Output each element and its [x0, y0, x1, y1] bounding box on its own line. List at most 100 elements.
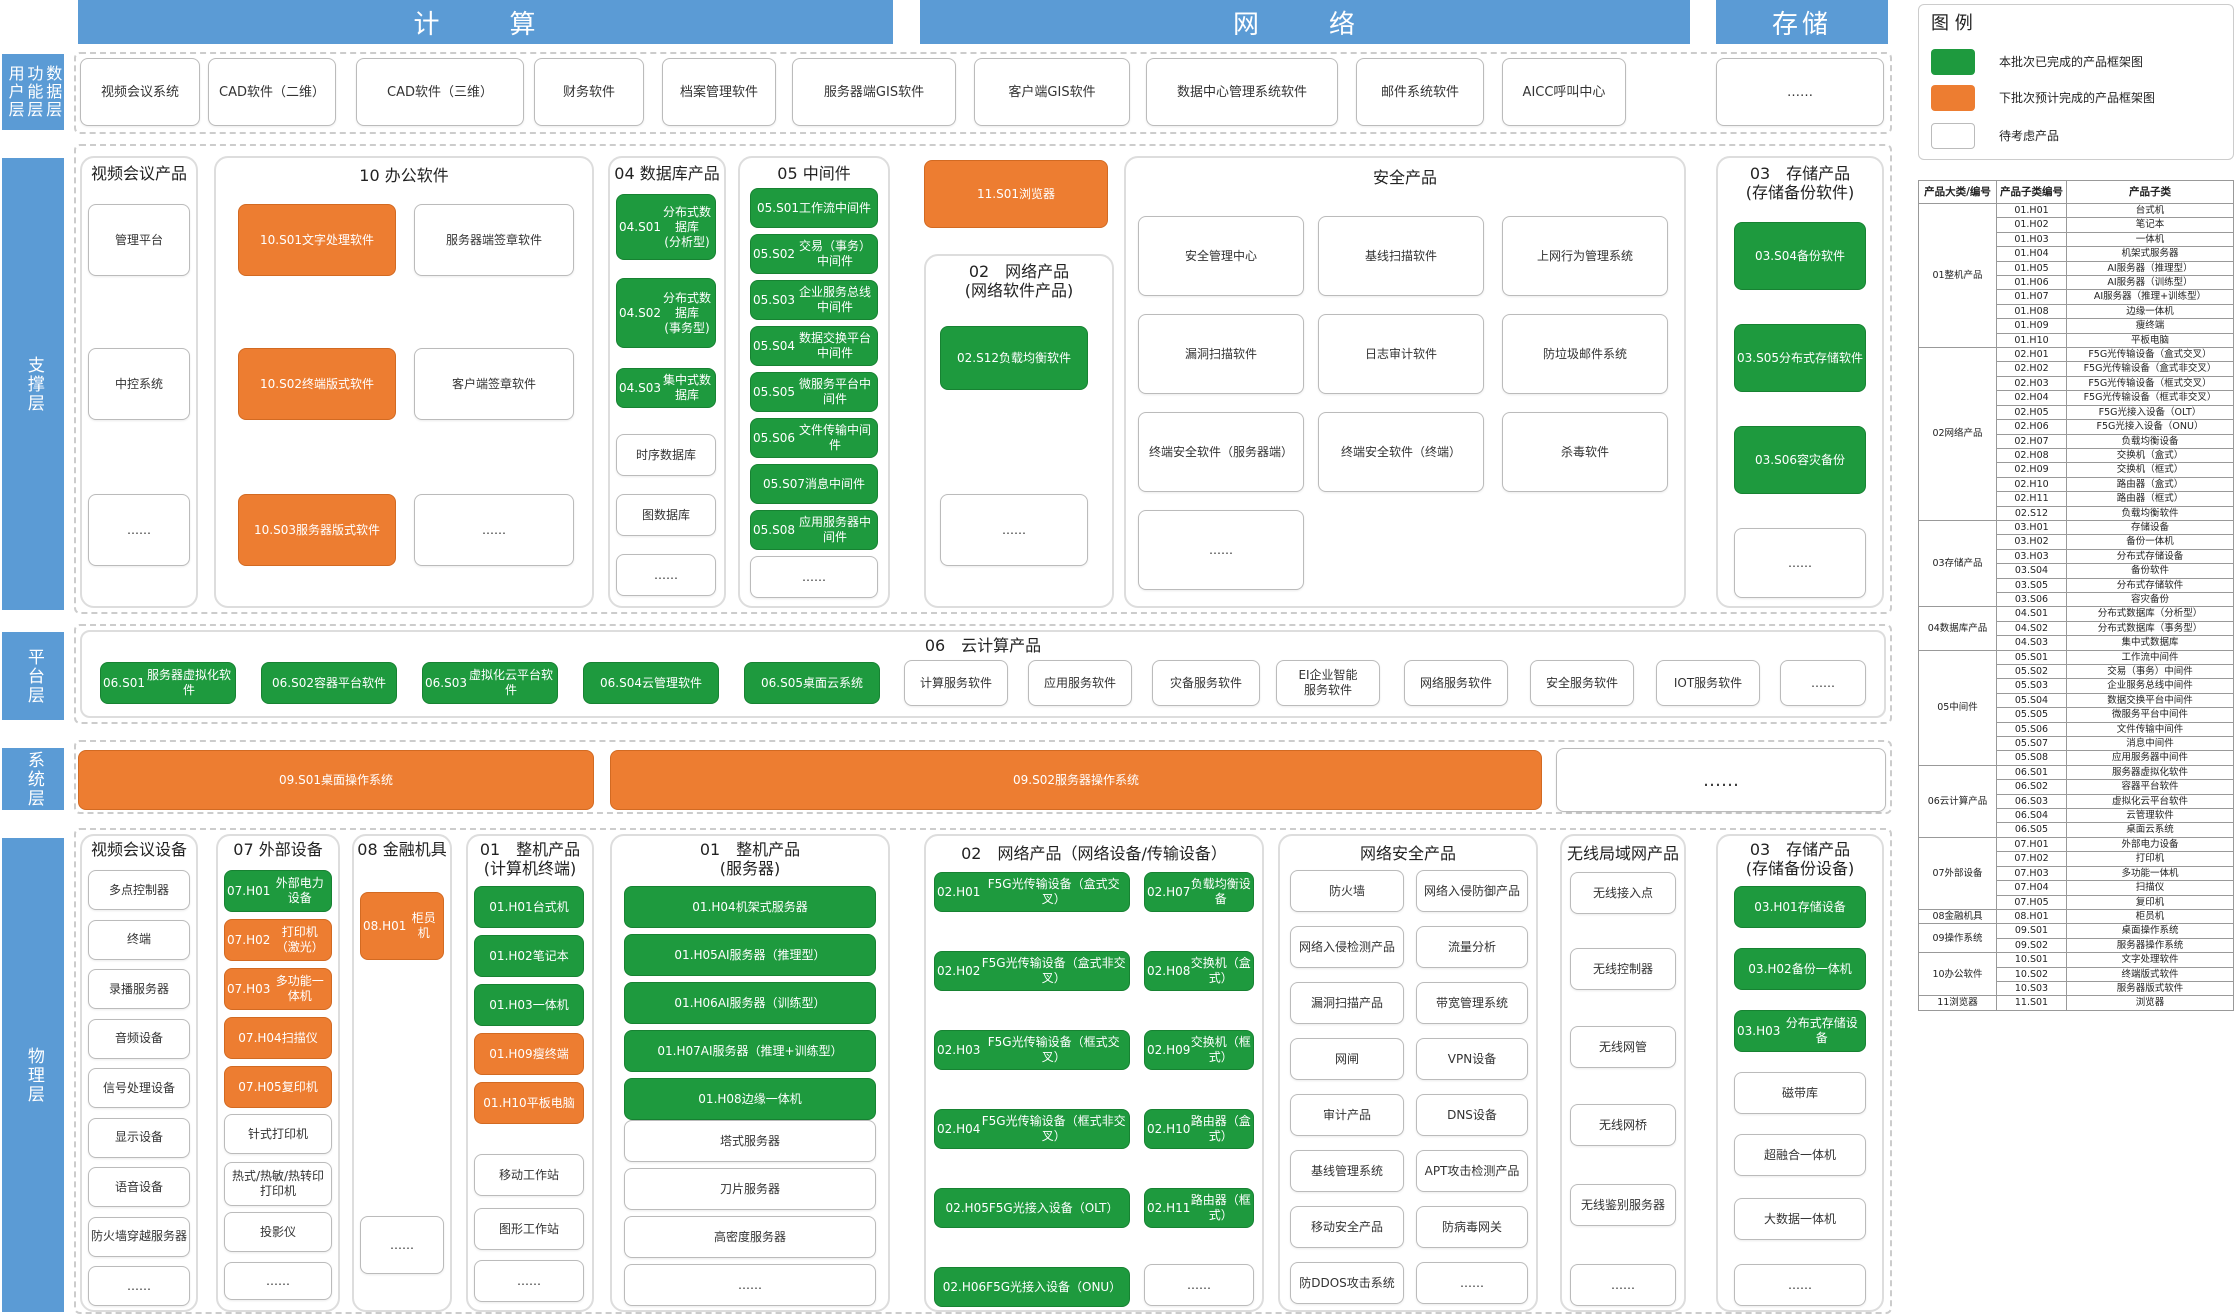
security-product: 安全管理中心: [1138, 216, 1304, 296]
security-product: 杀毒软件: [1502, 412, 1668, 492]
office-candidate: 服务器端签章软件: [414, 204, 574, 276]
group-title: 03 存储产品 (存储备份设备): [1745, 840, 1855, 878]
product-name: 台式机: [532, 899, 569, 914]
table-name-cell: 存储设备: [2066, 519, 2234, 536]
product-name: 负载均衡软件: [998, 350, 1071, 365]
table-row: 01.H03 一体机: [1919, 231, 2234, 248]
storage-sw-product: 03.S05 分布式存储软件: [1734, 324, 1866, 392]
cloud-candidate: 灾备服务软件: [1152, 660, 1260, 706]
pc-candidate: 移动工作站: [474, 1154, 584, 1196]
net-device-left: 02.H06 F5G光接入设备（ONU）: [934, 1267, 1130, 1307]
ext-candidate: 针式打印机: [224, 1114, 332, 1154]
table-name-cell: 柜员机: [2066, 908, 2234, 925]
product-name: 平板电脑: [526, 1095, 575, 1110]
table-row: 02.H03 F5G光传输设备（框式交叉）: [1919, 375, 2234, 392]
server-candidate: ……: [624, 1264, 876, 1306]
product-code: 01.H03: [489, 997, 533, 1012]
table-row: 06.S03 虚拟化云平台软件: [1919, 793, 2234, 810]
net-device-left: 02.H05 F5G光接入设备（OLT）: [934, 1188, 1130, 1228]
product-name: 交换机（框式）: [1190, 1035, 1251, 1064]
server-product: 01.H06 AI服务器（训练型）: [624, 982, 876, 1024]
storage-dev-candidate: 大数据一体机: [1734, 1198, 1866, 1240]
server-product: 01.H07 AI服务器（推理+训练型）: [624, 1030, 876, 1072]
header-compute: 计 算: [78, 0, 893, 44]
table-row: 05.S03 企业服务总线中间件: [1919, 678, 2234, 694]
table-row: 02.H06 F5G光接入设备（ONU）: [1919, 419, 2234, 435]
product-name: 笔记本: [532, 948, 569, 963]
product-code: 01.H07: [657, 1043, 701, 1058]
product-code: 03.S05: [1737, 350, 1779, 365]
layer-system-label: 系统层: [2, 748, 64, 810]
office-candidate: 客户端签章软件: [414, 348, 574, 420]
netsec-product: 防病毒网关: [1416, 1206, 1528, 1248]
office-candidate: ……: [414, 494, 574, 566]
product-name: 一体机: [532, 997, 569, 1012]
product-code: 05.S06: [753, 430, 795, 445]
table-code-cell: 06.S01: [1996, 764, 2067, 781]
legend-swatch-orange: [1931, 85, 1975, 111]
product-code: 08.H01: [363, 918, 407, 933]
table-name-cell: F5G光接入设备（OLT）: [2066, 404, 2234, 421]
product-name: 存储设备: [1797, 899, 1846, 914]
table-code-cell: 05.S05: [1996, 707, 2067, 723]
legend-swatch-green: [1931, 49, 1975, 75]
table-code-cell: 04.S02: [1996, 620, 2067, 637]
table-group-cell: 10办公软件: [1918, 952, 1997, 997]
table-name-cell: 外部电力设备: [2066, 836, 2234, 853]
table-row: 02.H04 F5G光传输设备（框式非交叉）: [1919, 390, 2234, 406]
table-row: 10办公软件 10.S01 文字处理软件: [1918, 952, 2234, 997]
db-candidate: 时序数据库: [616, 434, 716, 476]
table-row: 03存储产品 03.H01 存储设备: [1918, 519, 2234, 608]
product-name: F5G光传输设备（框式非交叉）: [981, 1114, 1126, 1143]
layer-support-label: 支撑层: [2, 158, 64, 610]
netsw-product: 02.S12 负载均衡软件: [940, 326, 1088, 390]
db-candidate: 图数据库: [616, 494, 716, 536]
table-row: 05.S02 交易（事务）中间件: [1919, 663, 2234, 680]
table-name-cell: 数据交换平台中间件: [2066, 692, 2234, 709]
fin-product: 08.H01 柜员机: [360, 892, 444, 960]
table-code-cell: 07.H03: [1996, 865, 2067, 882]
app-box: 视频会议系统: [80, 58, 200, 126]
table-name-cell: F5G光传输设备（盒式非交叉）: [2066, 361, 2234, 377]
cloud-candidate: IOT服务软件: [1656, 660, 1760, 706]
netsec-product: 基线管理系统: [1290, 1150, 1404, 1192]
table-row: 03.S06 容灾备份: [1919, 591, 2234, 608]
table-code-cell: 10.S01: [1996, 952, 2067, 968]
storage-dev-candidate: ……: [1734, 1264, 1866, 1306]
table-code-cell: 09.S02: [1996, 937, 2067, 954]
table-code-cell: 05.S03: [1996, 678, 2067, 694]
table-name-cell: F5G光传输设备（盒式交叉）: [2066, 347, 2234, 363]
net-candidate: ……: [1144, 1264, 1254, 1306]
netsec-product: ……: [1416, 1262, 1528, 1304]
product-name: 扫描仪: [281, 1030, 318, 1045]
storage-sw-product: 03.S04 备份软件: [1734, 222, 1866, 290]
table-name-cell: 负载均衡设备: [2066, 433, 2234, 449]
middleware-product: 05.S01 工作流中间件: [750, 188, 878, 228]
cloud-candidate: 网络服务软件: [1404, 660, 1508, 706]
table-code-cell: 02.H11: [1996, 491, 2067, 507]
middleware-product: 05.S04 数据交换平台中间件: [750, 326, 878, 366]
legend: 图 例 本批次已完成的产品框架图 下批次预计完成的产品框架图 待考虑产品: [1918, 4, 2234, 160]
product-name: 交换机（盒式）: [1190, 956, 1251, 985]
group-title: 02 网络产品 (网络软件产品): [964, 262, 1074, 300]
table-code-cell: 02.S12: [1996, 505, 2067, 521]
layer-user-label: 用户层: [5, 65, 25, 119]
table-code-cell: 06.S03: [1996, 793, 2067, 810]
product-name: 分布式数据库 (分析型): [662, 204, 711, 249]
table-name-cell: 服务器操作系统: [2066, 937, 2234, 954]
table-code-cell: 01.H01: [1996, 202, 2067, 219]
table-code-cell: 11.S01: [1996, 995, 2067, 1011]
table-name-cell: 文件传输中间件: [2066, 721, 2234, 738]
table-row: 03.H02 备份一体机: [1919, 534, 2234, 550]
product-code: 02.H02: [937, 963, 981, 978]
phys-video-item: 终端: [88, 919, 190, 960]
group-title: 01 整机产品 (服务器): [699, 840, 801, 878]
product-name: 打印机（激光）: [275, 925, 324, 954]
wlan-product: 无线控制器: [1570, 948, 1676, 990]
table-code-cell: 02.H04: [1996, 390, 2067, 406]
product-name: F5G光接入设备（ONU）: [986, 1279, 1122, 1294]
table-name-cell: 文字处理软件: [2066, 952, 2234, 968]
product-code: 07.H03: [227, 981, 271, 996]
cloud-product: 06.S01 服务器虚拟化软件: [100, 662, 236, 704]
table-name-cell: 企业服务总线中间件: [2066, 678, 2234, 694]
